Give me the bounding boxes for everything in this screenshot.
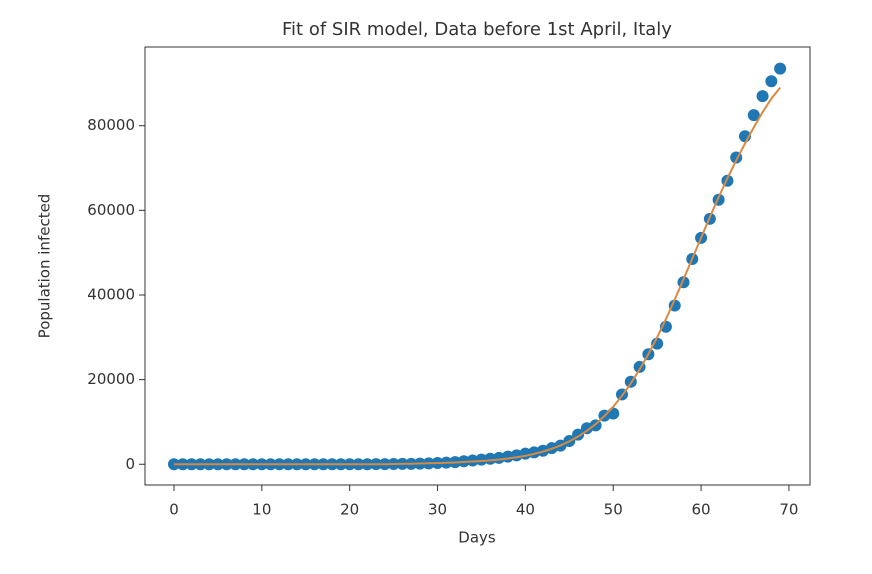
y-tick-label: 20000	[87, 370, 135, 388]
data-point	[493, 451, 506, 464]
data-point	[466, 454, 479, 467]
x-tick-label: 40	[516, 501, 535, 519]
y-tick-label: 0	[125, 455, 135, 473]
data-point	[747, 109, 760, 122]
x-tick-label: 30	[428, 501, 447, 519]
x-tick-label: 60	[692, 501, 711, 519]
y-tick-label: 80000	[87, 116, 135, 134]
x-tick-label: 10	[252, 501, 271, 519]
data-point	[607, 407, 620, 420]
fit-line	[173, 87, 781, 466]
x-tick-label: 20	[340, 501, 359, 519]
x-tick-label: 50	[604, 501, 623, 519]
data-point	[475, 453, 488, 466]
x-tick-label: 70	[779, 501, 798, 519]
data-point	[765, 75, 778, 88]
x-tick-label: 0	[169, 501, 179, 519]
y-axis-label: Population infected	[36, 194, 54, 339]
data-point	[651, 337, 664, 350]
plot-frame	[144, 46, 811, 486]
data-point	[484, 452, 497, 465]
data-point	[774, 62, 787, 75]
data-point	[756, 90, 769, 103]
y-tick-label: 40000	[87, 285, 135, 303]
x-axis-label: Days	[458, 529, 496, 547]
y-tick-label: 60000	[87, 201, 135, 219]
chart-title: Fit of SIR model, Data before 1st April,…	[282, 19, 672, 40]
